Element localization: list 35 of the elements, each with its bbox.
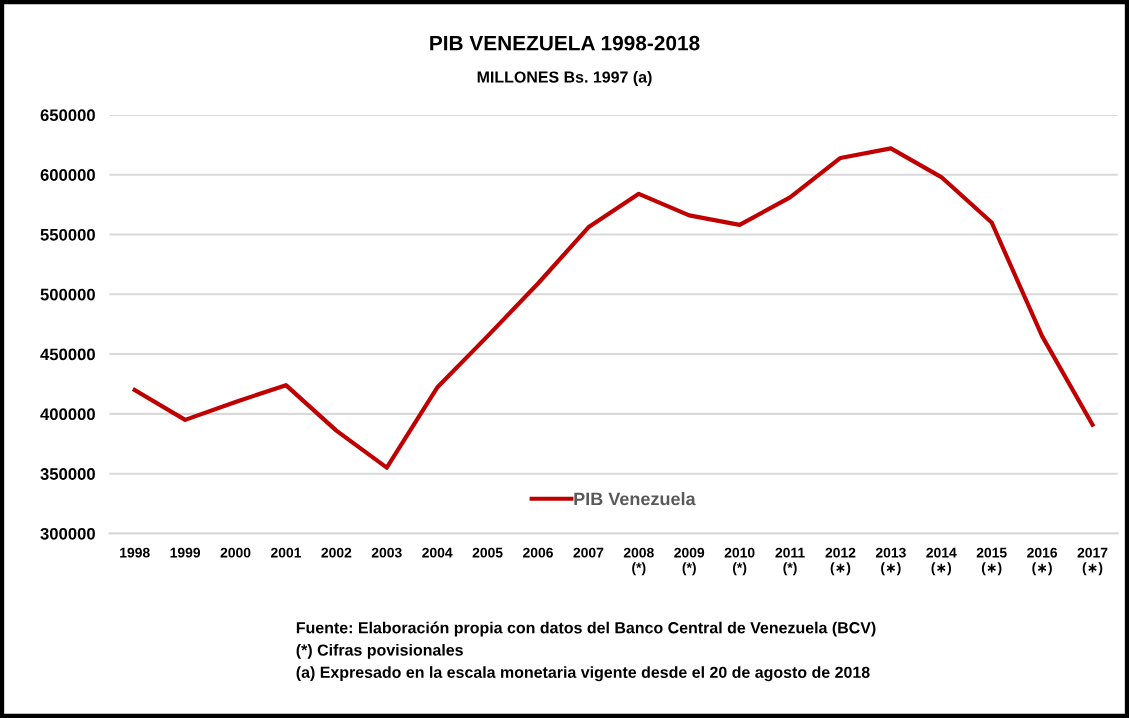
y-tick-label: 400000 bbox=[40, 408, 95, 421]
x-tick-label: 2000 bbox=[220, 547, 251, 558]
line-series bbox=[132, 146, 1095, 470]
y-tick-label: 600000 bbox=[40, 169, 95, 181]
y-tick-label: 500000 bbox=[40, 288, 95, 301]
text: (*) Cifras povisionales bbox=[296, 643, 463, 659]
x-tick-label: 2010 (*) bbox=[724, 547, 755, 576]
x-tick-label: 2002 bbox=[321, 547, 352, 558]
y-tick-label: 550000 bbox=[40, 228, 95, 241]
x-tick-label: 2007 bbox=[573, 547, 604, 558]
x-tick-label: 2004 bbox=[422, 547, 453, 558]
x-tick-label: 2011 (*) bbox=[775, 547, 805, 576]
x-tick-label: 2001 bbox=[270, 547, 302, 558]
chart-subtitle: MILLONES Bs. 1997 (a) bbox=[477, 71, 652, 86]
x-tick-label: 2012 (∗) bbox=[825, 547, 856, 576]
x-tick-label: 2008 (*) bbox=[623, 547, 654, 576]
x-tick-label: 2017 (∗) bbox=[1077, 547, 1108, 576]
y-tick-label: 650000 bbox=[40, 109, 95, 122]
y-tick-label: 350000 bbox=[40, 468, 95, 480]
y-tick-label: 300000 bbox=[40, 527, 95, 540]
y-tick-label: 450000 bbox=[40, 348, 95, 361]
legend-label: PIB Venezuela bbox=[574, 492, 696, 506]
x-tick-label: 1999 bbox=[170, 547, 201, 558]
x-tick-label: 2013 (∗) bbox=[875, 547, 906, 576]
x-tick-label: 2005 bbox=[472, 547, 503, 558]
x-tick-label: 1998 bbox=[120, 547, 150, 558]
x-tick-label: 2009 (*) bbox=[674, 547, 705, 576]
x-tick-label: 2015 (∗) bbox=[976, 547, 1007, 576]
x-tick-label: 2006 bbox=[523, 547, 553, 558]
text: (a) Expresado en la escala monetaria vigente desde el 20 de agosto de 2018 bbox=[296, 666, 870, 682]
source-note: Fuente: Elaboración propia con datos del Banco Central de Venezuela (BCV) bbox=[296, 621, 876, 637]
x-tick-label: 2016 (∗) bbox=[1027, 547, 1058, 576]
chart-title: PIB VENEZUELA 1998-2018 bbox=[430, 35, 700, 51]
x-tick-label: 2003 bbox=[371, 547, 402, 558]
x-tick-label: 2014 (∗) bbox=[926, 547, 957, 576]
